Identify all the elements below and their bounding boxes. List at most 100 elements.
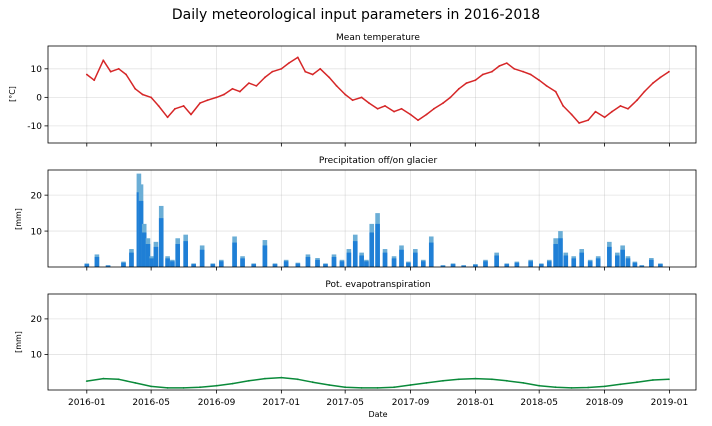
x-tick-label: 2017-05 [326,398,364,408]
ylabel-evapotranspiration: [mm] [14,331,23,353]
data-point [474,79,477,82]
data-point [166,387,169,389]
panel-title-temperature: Mean temperature [336,33,420,43]
bar-on-glacier [359,255,364,267]
bar-on-glacier [158,218,164,267]
panel-title-precipitation: Precipitation off/on glacier [319,156,438,166]
bar-on-glacier [272,264,278,267]
series-line [86,376,669,389]
figure-title: Daily meteorological input parameters in… [172,7,540,23]
bar-on-glacier [658,264,663,267]
bar-on-glacier [514,262,520,267]
data-point [174,107,176,110]
bar-on-glacier [240,258,245,267]
bar-on-glacier [461,265,466,267]
data-point [498,65,501,67]
panel-title-evapotranspiration: Pot. evapotranspiration [325,280,430,290]
bar-on-glacier [494,255,499,267]
bar-on-glacier [625,258,631,267]
x-tick-label: 2016-05 [132,398,170,408]
data-point [465,82,468,84]
axes-frame [47,169,697,268]
data-point [328,384,331,386]
data-point [296,378,299,381]
data-point [328,76,331,79]
x-tick-label: 2017-01 [263,398,301,408]
data-point [425,382,428,384]
data-point [384,105,386,107]
bar-on-glacier [546,261,552,267]
data-point [522,382,525,384]
data-point [668,70,670,73]
data-point [611,110,613,113]
data-point [400,107,403,110]
axes-frame [47,293,697,391]
data-point [141,93,144,96]
data-point [393,110,395,113]
bar-on-glacier [399,249,404,267]
data-point [134,382,137,384]
bar-on-glacier [483,261,488,267]
data-point [554,386,557,389]
bar-on-glacier [295,263,301,267]
x-tick-label: 2017-09 [392,398,430,408]
bar-on-glacier [553,244,558,267]
y-tick-label: 10 [31,227,43,237]
data-point [376,107,379,110]
bar-on-glacier [105,265,111,267]
data-point [505,379,508,382]
data-point [150,96,153,99]
data-point [231,382,234,385]
bar-on-glacier [639,265,645,267]
data-point [360,96,363,99]
bar-on-glacier [251,264,257,267]
bar-on-glacier [649,259,654,267]
bar-on-glacier [165,258,170,267]
data-point [304,70,307,73]
data-point [296,56,299,59]
bar-on-glacier [183,241,188,267]
bar-on-glacier [382,252,388,267]
data-point [474,377,477,380]
data-point [409,113,412,116]
data-point [85,380,88,382]
bar-on-glacier [153,246,159,267]
data-point [587,119,589,122]
data-point [319,67,322,70]
data-point [231,87,234,90]
data-point [102,59,105,62]
data-point [513,67,516,70]
bar-on-glacier [210,264,216,267]
ylabel-precipitation: [mm] [14,208,23,230]
x-tick-label: 2019-01 [651,398,689,408]
data-point [481,73,484,76]
data-point [287,62,290,64]
data-point [360,387,363,389]
data-point [570,387,573,389]
data-point [425,113,428,116]
bar-on-glacier [579,252,585,267]
bar-on-glacier [175,244,181,267]
data-point [659,76,662,79]
data-point [182,105,185,107]
bar-on-glacier [141,232,147,267]
data-point [619,383,622,386]
bar-on-glacier [539,264,544,267]
bar-on-glacier [339,261,345,267]
data-point [603,385,606,388]
bar-on-glacier [571,258,577,267]
data-point [223,93,225,96]
bar-on-glacier [305,256,311,267]
bar-on-glacier [352,241,358,267]
y-tick-label: 20 [31,191,43,201]
data-point [554,90,557,93]
data-point [417,119,419,122]
bar-on-glacier [428,242,434,267]
bar-on-glacier [620,249,625,267]
x-tick-label: 2016-01 [68,398,106,408]
data-point [239,90,241,93]
data-point [594,110,597,113]
data-point [102,377,105,380]
data-point [570,113,573,116]
